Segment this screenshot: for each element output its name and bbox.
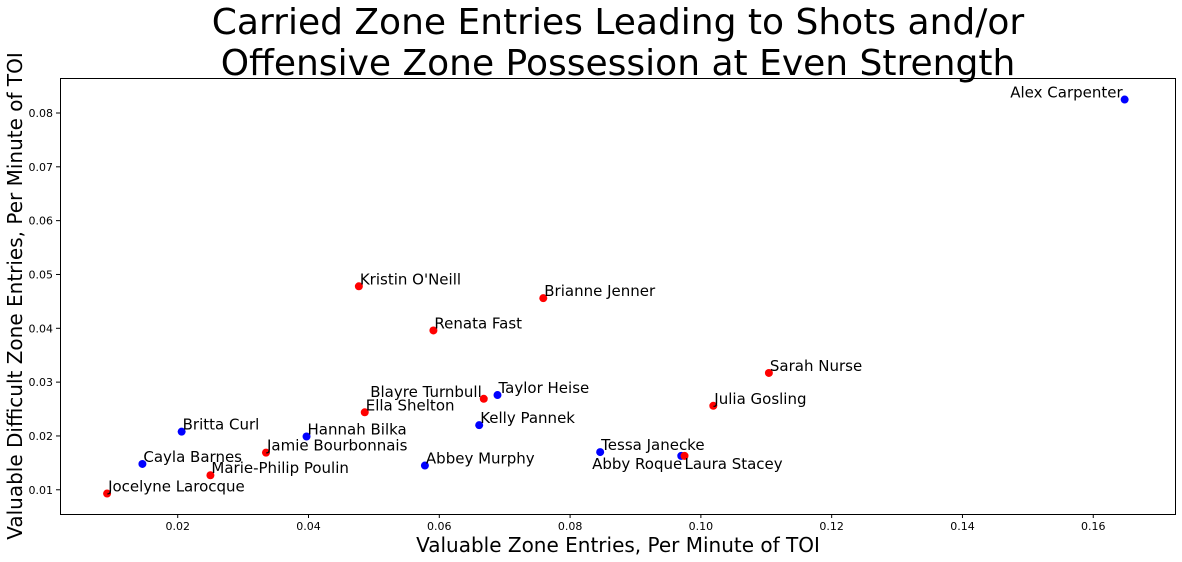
data-points [103,95,1129,498]
point-label: Kelly Pannek [480,409,575,427]
y-tick-label: 0.05 [29,268,54,281]
data-point [493,391,502,400]
x-tick-label: 0.16 [1081,520,1106,533]
point-label: Laura Stacey [685,455,783,473]
y-tick-label: 0.01 [29,484,54,497]
point-label: Cayla Barnes [143,448,242,466]
data-point [539,294,548,303]
y-tick-label: 0.07 [29,161,54,174]
x-axis-label: Valuable Zone Entries, Per Minute of TOI [416,533,820,557]
data-point [177,427,186,436]
data-point [680,451,689,460]
point-label: Taylor Heise [497,379,589,397]
data-point [360,408,369,417]
data-point [354,282,363,291]
data-point [302,432,311,441]
y-tick-label: 0.03 [29,376,54,389]
point-label: Jocelyne Larocque [107,478,245,496]
y-tick-label: 0.06 [29,215,54,228]
point-label: Abbey Murphy [426,450,535,468]
y-tick-label: 0.08 [29,107,54,120]
x-axis-ticks: 0.02 0.04 0.06 0.08 0.10 0.12 0.14 0.16 [165,514,1106,533]
data-point [709,401,718,410]
x-tick-label: 0.10 [689,520,714,533]
point-label: Hannah Bilka [308,420,407,438]
data-point [206,471,215,480]
x-tick-label: 0.06 [427,520,452,533]
point-label: Marie-Philip Poulin [211,459,349,477]
x-tick-label: 0.08 [558,520,583,533]
point-label: Sarah Nurse [770,357,862,375]
x-tick-label: 0.14 [950,520,975,533]
data-point [596,448,605,457]
point-label: Alex Carpenter [1010,84,1123,102]
point-label: Brianne Jenner [544,282,656,300]
data-point [479,394,488,403]
point-label: Abby Roque [592,455,682,473]
point-label: Tessa Janecke [600,436,704,454]
x-tick-label: 0.12 [819,520,844,533]
x-tick-label: 0.04 [296,520,321,533]
data-point [420,461,429,470]
y-axis-label: Valuable Difficult Zone Entries, Per Min… [3,52,27,540]
data-point [764,368,773,377]
y-tick-label: 0.04 [29,322,54,335]
data-point [1120,95,1129,104]
point-label: Jamie Bourbonnais [266,437,408,455]
point-label: Ella Shelton [366,396,455,414]
point-label: Blayre Turnbull [370,383,482,401]
data-point [103,489,112,498]
data-point [475,421,484,430]
chart-title: Carried Zone Entries Leading to Shots an… [211,2,1025,84]
y-axis-ticks: 0.01 0.02 0.03 0.04 0.05 0.06 0.07 0.08 [29,107,60,497]
data-point [429,326,438,335]
point-label: Julia Gosling [713,390,806,408]
data-point [261,448,270,457]
y-tick-label: 0.02 [29,430,54,443]
data-point [138,459,147,468]
point-label: Britta Curl [183,416,260,434]
point-label: Kristin O'Neill [360,270,461,288]
point-label: Renata Fast [434,314,522,332]
plot-area-frame [60,78,1176,515]
x-tick-label: 0.02 [165,520,190,533]
point-labels: Alex Carpenter Kristin O'Neill Brianne Jen… [107,84,1123,496]
